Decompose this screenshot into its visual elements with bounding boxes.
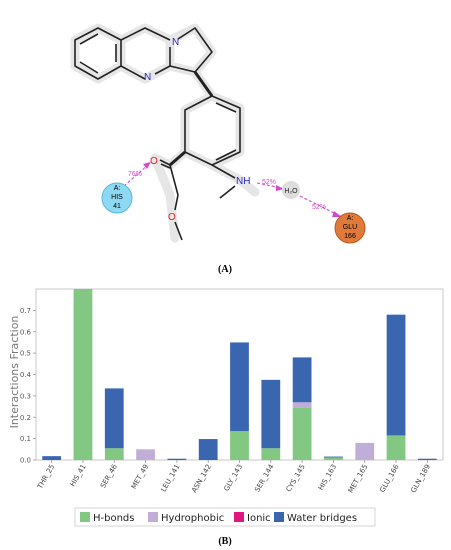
bar-asn-142-water-bridges xyxy=(198,439,218,460)
interaction-diagram: N N O O NH 76% 52% 52% H₂O A: HIS 41 A: … xyxy=(70,23,366,275)
bar-ser-46-water-bridges xyxy=(104,388,124,449)
bar-cys-145-hydrophobic xyxy=(292,402,312,408)
atom-n1: N xyxy=(172,37,179,48)
bar-ser-144-h-bonds xyxy=(261,448,281,460)
y-tick-label: 0.0 xyxy=(20,457,31,465)
x-tick-label: GLU_166 xyxy=(378,463,401,494)
atom-o1: O xyxy=(150,156,158,167)
ligand-bonds xyxy=(74,27,241,241)
interaction-bar-chart: 0.0 0.1 0.2 0.3 0.4 0.5 0.6 0.7 THR_25 HIS_41 SER… xyxy=(8,288,444,547)
x-tick-label: HIS_163 xyxy=(317,463,338,492)
atom-o2: O xyxy=(168,212,176,223)
svg-text:41: 41 xyxy=(113,203,121,210)
bar-gln-189-water-bridges xyxy=(417,458,437,460)
x-tick-label: THR_25 xyxy=(36,463,57,491)
y-tick-label: 0.5 xyxy=(20,350,31,358)
bar-met-49-hydrophobic xyxy=(136,449,155,460)
x-tick-label: HIS_41 xyxy=(69,463,88,488)
legend-label: Hydrophobic xyxy=(161,513,224,524)
x-tick-label: SER_46 xyxy=(99,463,119,490)
arrow-heads xyxy=(143,162,342,217)
atom-n2: N xyxy=(144,72,151,83)
panel-label-a: (A) xyxy=(218,264,232,275)
bar-cys-145-h-bonds xyxy=(292,407,312,460)
pct-nh-water: 52% xyxy=(262,179,276,186)
legend-label: H-bonds xyxy=(93,513,135,524)
y-tick-label: 0.7 xyxy=(20,307,31,315)
legend-swatch xyxy=(148,512,158,522)
panel-label-b: (B) xyxy=(218,536,231,547)
y-tick-label: 0.2 xyxy=(20,414,31,422)
residue-glu166: A: GLU 166 xyxy=(334,212,366,244)
y-tick-label: 0.6 xyxy=(20,328,32,336)
y-tick-label: 0.1 xyxy=(20,435,31,443)
pct-water-glu: 52% xyxy=(312,204,326,211)
bar-his-163-water-bridges xyxy=(324,456,343,458)
ligand-atoms: N N O O NH xyxy=(144,37,250,223)
y-tick-label: 0.3 xyxy=(20,392,31,400)
bar-gly-143-water-bridges xyxy=(230,342,249,432)
ligand-halo xyxy=(70,23,260,243)
svg-text:A:: A: xyxy=(347,215,354,222)
atom-nh: NH xyxy=(236,176,250,187)
bar-gly-143-h-bonds xyxy=(230,431,249,460)
legend-swatch xyxy=(234,512,244,522)
svg-text:166: 166 xyxy=(344,233,356,240)
y-tick-label: 0.4 xyxy=(20,371,32,379)
x-tick-label: MET_165 xyxy=(347,463,370,494)
y-axis-label: Interactions Fraction xyxy=(8,316,21,429)
x-tick-label: MET_49 xyxy=(130,463,151,491)
legend-label: Ionic xyxy=(247,513,271,524)
x-tick-label: ASN_142 xyxy=(190,463,213,494)
pct-his41: 76% xyxy=(128,171,142,178)
legend-swatch xyxy=(80,512,90,522)
svg-text:GLU: GLU xyxy=(343,224,357,231)
bar-ser-46-h-bonds xyxy=(104,448,124,460)
x-tick-label: SER_144 xyxy=(253,463,275,494)
x-tick-label: LEU_141 xyxy=(160,463,182,493)
bar-his-41-h-bonds xyxy=(73,289,93,460)
bar-thr-25-water-bridges xyxy=(42,456,62,460)
bar-leu-141-water-bridges xyxy=(167,458,187,460)
svg-text:A:: A: xyxy=(114,185,121,192)
legend-label: Water bridges xyxy=(287,513,357,524)
bar-met-165-hydrophobic xyxy=(355,442,375,460)
svg-text:HIS: HIS xyxy=(111,194,123,201)
x-tick-label: GLN_189 xyxy=(409,463,432,494)
bar-glu-166-water-bridges xyxy=(386,314,406,436)
x-tick-label: CYS_145 xyxy=(285,463,307,493)
bar-ser-144-water-bridges xyxy=(261,379,281,449)
water-node xyxy=(282,181,300,199)
residue-his41: A: HIS 41 xyxy=(101,182,133,214)
bar-glu-166-h-bonds xyxy=(386,435,406,460)
x-tick-label: GLY_143 xyxy=(223,463,245,493)
water-label: H₂O xyxy=(284,188,298,195)
bar-cys-145-water-bridges xyxy=(292,357,312,403)
bar-his-163-h-bonds xyxy=(324,457,343,460)
legend-swatch xyxy=(274,512,284,522)
